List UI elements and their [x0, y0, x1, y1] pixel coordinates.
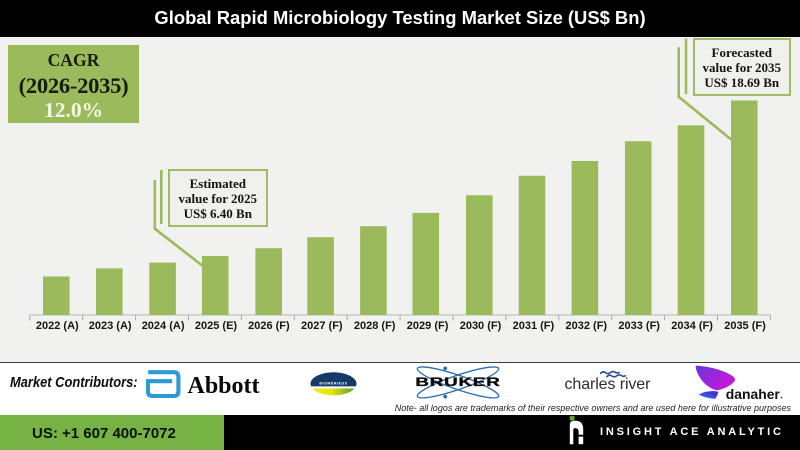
svg-text:danaher: danaher — [726, 386, 781, 401]
svg-text:Abbott: Abbott — [187, 373, 259, 399]
svg-text:BRUKER: BRUKER — [415, 377, 500, 390]
svg-text:BIOMÉRIEUX: BIOMÉRIEUX — [319, 380, 347, 385]
svg-text:charles river: charles river — [565, 376, 652, 392]
